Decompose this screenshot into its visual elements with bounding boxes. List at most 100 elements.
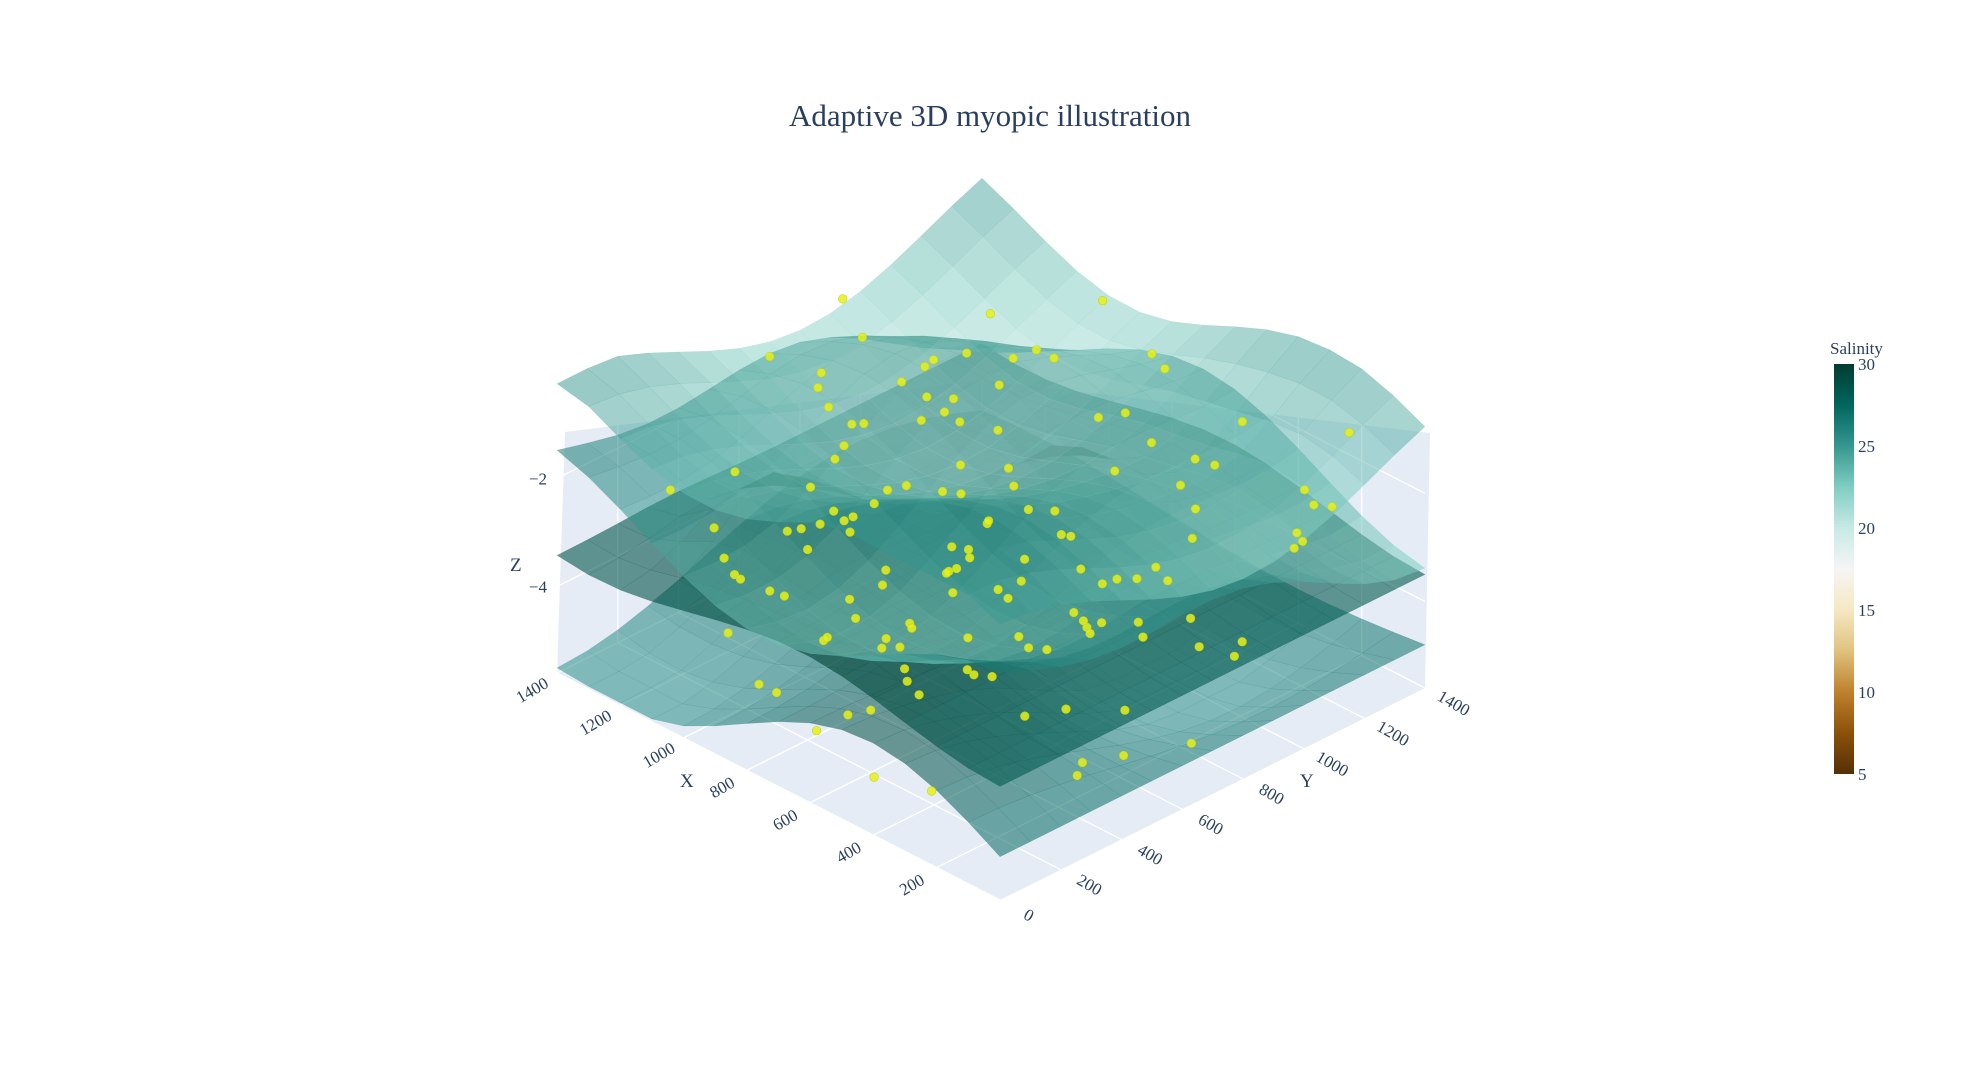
scatter-point[interactable] (1061, 704, 1071, 714)
scatter-point[interactable] (869, 499, 879, 509)
scatter-point[interactable] (1014, 631, 1024, 642)
scatter-point[interactable] (937, 486, 948, 497)
scatter-point[interactable] (1093, 412, 1103, 423)
scatter-point[interactable] (1138, 632, 1148, 642)
scatter-point[interactable] (994, 380, 1004, 390)
scatter-point[interactable] (1049, 353, 1059, 363)
scatter-point[interactable] (1008, 353, 1018, 363)
scatter-point[interactable] (1110, 466, 1120, 476)
scatter-point[interactable] (723, 628, 733, 638)
scatter-point[interactable] (939, 407, 950, 417)
scatter-point[interactable] (907, 623, 917, 633)
scatter-point[interactable] (951, 563, 962, 574)
scatter-point[interactable] (1097, 296, 1108, 306)
scatter-point[interactable] (895, 642, 905, 652)
surfaces-group[interactable] (556, 177, 1426, 858)
scatter-point[interactable] (844, 594, 855, 604)
scatter-point[interactable] (1237, 637, 1247, 647)
scatter-point[interactable] (920, 362, 930, 372)
scatter-point[interactable] (1297, 536, 1308, 547)
scatter-point[interactable] (941, 568, 952, 578)
scatter-point[interactable] (1309, 500, 1319, 510)
scatter-point[interactable] (993, 584, 1003, 595)
scatter-point[interactable] (1229, 651, 1239, 661)
scatter-point[interactable] (1085, 628, 1095, 639)
scatter-point[interactable] (1066, 531, 1076, 541)
scatter-point[interactable] (928, 355, 939, 365)
scatter-point[interactable] (1146, 438, 1157, 448)
scatter-point[interactable] (1056, 529, 1066, 540)
scatter-point[interactable] (899, 664, 910, 674)
scatter-point[interactable] (665, 485, 675, 495)
scatter-point[interactable] (1160, 364, 1170, 374)
scatter-point[interactable] (1096, 618, 1107, 628)
scatter-point[interactable] (869, 772, 879, 782)
scatter-point[interactable] (1327, 502, 1337, 512)
scatter-point[interactable] (866, 705, 876, 715)
scatter-point[interactable] (1344, 428, 1354, 438)
scatter-point[interactable] (845, 527, 855, 537)
scatter-point[interactable] (730, 467, 740, 477)
scatter-point[interactable] (877, 643, 887, 653)
scatter-point[interactable] (843, 710, 853, 720)
scatter-point[interactable] (896, 377, 907, 387)
scatter-point[interactable] (902, 676, 912, 686)
scatter-point[interactable] (850, 613, 861, 624)
scatter-point[interactable] (830, 454, 840, 464)
scatter-point[interactable] (948, 394, 959, 404)
scatter-point[interactable] (1076, 564, 1086, 574)
scatter-point[interactable] (838, 294, 848, 304)
scatter-point[interactable] (1042, 644, 1052, 655)
scatter-point[interactable] (926, 786, 937, 796)
scatter-point[interactable] (719, 553, 729, 563)
scatter-point[interactable] (962, 665, 972, 675)
scatter-point[interactable] (1210, 460, 1220, 470)
scatter-point[interactable] (1023, 643, 1034, 653)
scatter-point[interactable] (882, 485, 893, 495)
scatter-point[interactable] (948, 588, 958, 598)
scatter-point[interactable] (771, 687, 782, 698)
scatter-point[interactable] (1112, 574, 1122, 584)
scatter-point[interactable] (881, 633, 891, 644)
scatter-point[interactable] (983, 516, 994, 526)
scatter-point[interactable] (1163, 576, 1173, 586)
scatter-point[interactable] (1132, 574, 1142, 584)
scatter-point[interactable] (956, 489, 966, 499)
scatter-point[interactable] (922, 392, 932, 402)
scatter-point[interactable] (816, 368, 826, 378)
scatter-point[interactable] (811, 726, 822, 736)
scatter-point[interactable] (947, 542, 957, 552)
scatter-point[interactable] (1292, 528, 1302, 538)
scatter-point[interactable] (1031, 345, 1041, 355)
scatter-point[interactable] (1077, 757, 1087, 768)
scatter-point[interactable] (848, 512, 858, 522)
scatter-point[interactable] (1299, 485, 1310, 495)
scatter-point[interactable] (987, 671, 997, 682)
scatter-point[interactable] (765, 351, 775, 362)
scatter-point[interactable] (1023, 504, 1033, 515)
scatter-point[interactable] (815, 519, 825, 529)
scatter-point[interactable] (955, 460, 966, 470)
scatter-point[interactable] (1097, 579, 1107, 589)
scatter-point[interactable] (985, 309, 995, 319)
scatter-point[interactable] (805, 482, 816, 492)
scatter-point[interactable] (881, 565, 891, 575)
scatter-point[interactable] (1190, 454, 1200, 464)
scatter-point[interactable] (1009, 481, 1019, 491)
scatter-point[interactable] (1237, 417, 1247, 427)
scatter-point[interactable] (813, 383, 823, 393)
scatter-point[interactable] (1019, 554, 1030, 564)
scatter-point[interactable] (823, 402, 834, 412)
scatter-point[interactable] (1147, 349, 1157, 359)
scatter-point[interactable] (1194, 642, 1204, 652)
scatter-point[interactable] (709, 523, 719, 533)
scatter-point[interactable] (969, 670, 979, 680)
scatter-points-group[interactable] (665, 294, 1354, 796)
scatter-point[interactable] (847, 419, 857, 429)
scatter-point[interactable] (782, 526, 792, 536)
scatter-point[interactable] (859, 418, 869, 429)
scatter-point[interactable] (1190, 504, 1201, 514)
scatter-point[interactable] (1120, 705, 1130, 715)
scatter-point[interactable] (914, 690, 924, 700)
